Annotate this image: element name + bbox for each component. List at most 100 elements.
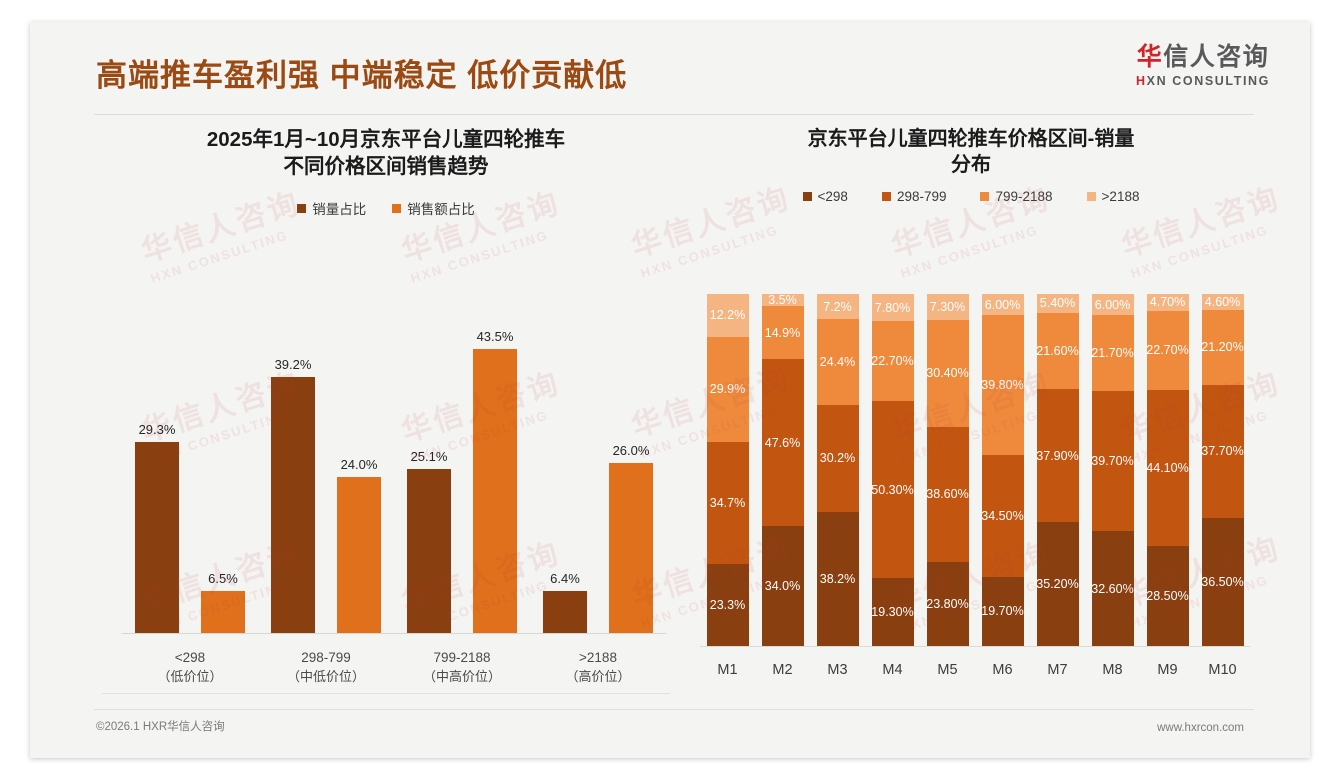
- left-chart-axis: [122, 633, 666, 634]
- segment-value-label: 30.40%: [926, 366, 969, 381]
- logo-cn-rest: 信人咨询: [1163, 43, 1270, 71]
- legend-item[interactable]: 799-2188: [980, 189, 1053, 204]
- stacked-bar-segment[interactable]: 35.20%: [1036, 522, 1079, 646]
- stacked-bar-segment[interactable]: 4.60%: [1201, 294, 1244, 311]
- stacked-bar-segment[interactable]: 12.2%: [706, 294, 749, 337]
- bar-column[interactable]: 43.5%: [473, 281, 517, 633]
- stacked-bar-segment[interactable]: 14.9%: [761, 306, 804, 359]
- stacked-bar-segment[interactable]: 6.00%: [1091, 294, 1134, 316]
- stacked-bar: 4.70% 22.70% 44.10% 28.50%: [1146, 294, 1189, 646]
- bar-rect[interactable]: [201, 590, 245, 633]
- bar-column[interactable]: 29.3%: [135, 281, 179, 633]
- stacked-bar-segment[interactable]: 4.70%: [1146, 294, 1189, 311]
- bar-rect[interactable]: [543, 591, 587, 633]
- stacked-bar-segment[interactable]: 7.80%: [871, 294, 914, 322]
- bar-rect[interactable]: [473, 349, 517, 633]
- stacked-bar-segment[interactable]: 19.30%: [871, 578, 914, 646]
- stacked-bar-segment[interactable]: 5.40%: [1036, 294, 1079, 313]
- bar-column[interactable]: 6.4%: [543, 281, 587, 633]
- stacked-bar-segment[interactable]: 22.70%: [871, 321, 914, 402]
- stacked-bar-segment[interactable]: 22.70%: [1146, 310, 1189, 391]
- legend-item[interactable]: 销售额占比: [392, 198, 475, 218]
- stacked-bar-segment[interactable]: 39.80%: [981, 315, 1024, 456]
- stacked-bar-segment[interactable]: 50.30%: [871, 401, 914, 579]
- legend-swatch-icon: [1086, 191, 1096, 201]
- stacked-bar-column[interactable]: 3.5% 14.9% 47.6% 34.0%: [755, 293, 810, 646]
- stacked-bar-segment[interactable]: 3.5%: [761, 293, 804, 308]
- stacked-bar-column[interactable]: 6.00% 21.70% 39.70% 32.60%: [1085, 294, 1140, 646]
- left-chart-plot: 29.3% 6.5% 39.2% 24.0% 25.1% 43.5% 6.4% 26.0% <…: [102, 276, 670, 694]
- stacked-bar-column[interactable]: 12.2% 29.9% 34.7% 23.3%: [700, 294, 755, 646]
- segment-value-label: 7.30%: [929, 299, 966, 314]
- stacked-bar-segment[interactable]: 24.4%: [816, 319, 859, 406]
- segment-value-label: 21.20%: [1201, 340, 1244, 355]
- stacked-bar-segment[interactable]: 34.7%: [706, 442, 749, 565]
- bar-rect[interactable]: [135, 441, 179, 633]
- right-chart-x-axis-labels: M1 M2 M3 M4 M5 M6 M7 M8 M9 M10: [700, 654, 1250, 690]
- segment-value-label: 39.70%: [1091, 454, 1134, 469]
- segment-value-label: 3.5%: [768, 293, 797, 308]
- bar-column[interactable]: 25.1%: [407, 281, 451, 633]
- stacked-bar-segment[interactable]: 44.10%: [1146, 390, 1189, 546]
- segment-value-label: 36.50%: [1201, 574, 1244, 589]
- stacked-bar-segment[interactable]: 21.60%: [1036, 312, 1079, 389]
- stacked-bar-column[interactable]: 5.40% 21.60% 37.90% 35.20%: [1030, 294, 1085, 646]
- stacked-bar-column[interactable]: 6.00% 39.80% 34.50% 19.70%: [975, 294, 1030, 646]
- bar-column[interactable]: 6.5%: [201, 281, 245, 633]
- logo-en-red-char: H: [1136, 73, 1147, 88]
- segment-value-label: 37.70%: [1201, 444, 1244, 459]
- stacked-bar-segment[interactable]: 37.70%: [1201, 384, 1244, 518]
- stacked-bar-segment[interactable]: 7.2%: [816, 294, 859, 320]
- stacked-bar-segment[interactable]: 23.80%: [926, 562, 969, 646]
- footer-website: www.hxrcon.com: [1157, 722, 1244, 734]
- legend-item[interactable]: 销量占比: [297, 198, 366, 218]
- legend-item[interactable]: 298-799: [881, 188, 947, 204]
- stacked-bar-segment[interactable]: 37.90%: [1036, 388, 1079, 523]
- stacked-bar-segment[interactable]: 30.40%: [926, 319, 969, 427]
- stacked-bar-column[interactable]: 4.70% 22.70% 44.10% 28.50%: [1140, 294, 1195, 646]
- stacked-bar-segment[interactable]: 21.20%: [1201, 310, 1244, 385]
- stacked-bar-segment[interactable]: 21.70%: [1091, 315, 1134, 392]
- bar-column[interactable]: 39.2%: [271, 281, 315, 633]
- x-axis-category: 799-2188 （中高价位）: [394, 640, 530, 692]
- segment-value-label: 39.80%: [981, 378, 1024, 393]
- stacked-bar-segment[interactable]: 30.2%: [816, 405, 859, 512]
- left-chart-x-axis-labels: <298 （低价位） 298-799 （中低价位） 799-2188 （中高价位） >218…: [122, 640, 666, 692]
- bar-rect[interactable]: [271, 377, 315, 633]
- bar-group: 39.2% 24.0%: [258, 281, 394, 633]
- segment-value-label: 12.2%: [709, 308, 746, 323]
- stacked-bar-segment[interactable]: 7.30%: [926, 294, 969, 320]
- legend-label: 销量占比: [312, 202, 367, 218]
- right-chart-axis: [700, 646, 1250, 647]
- segment-value-label: 4.70%: [1149, 295, 1186, 310]
- stacked-bar-segment[interactable]: 34.0%: [761, 526, 804, 646]
- stacked-bar-column[interactable]: 7.30% 30.40% 38.60% 23.80%: [920, 294, 975, 646]
- stacked-bar-segment[interactable]: 39.70%: [1091, 391, 1134, 532]
- stacked-bar-column[interactable]: 7.80% 22.70% 50.30% 19.30%: [865, 294, 920, 646]
- legend-item[interactable]: >2188: [1086, 189, 1139, 204]
- stacked-bar-segment[interactable]: 38.60%: [926, 426, 969, 563]
- stacked-bar-segment[interactable]: 36.50%: [1201, 517, 1244, 646]
- stacked-bar-column[interactable]: 7.2% 24.4% 30.2% 38.2%: [810, 294, 865, 646]
- stacked-bar-segment[interactable]: 19.70%: [981, 576, 1024, 646]
- stacked-bar-segment[interactable]: 28.50%: [1146, 545, 1189, 646]
- stacked-bar-segment[interactable]: 23.3%: [706, 564, 749, 646]
- legend-item[interactable]: <298: [802, 189, 848, 204]
- x-axis-category-main: 298-799: [301, 650, 351, 665]
- bar-column[interactable]: 26.0%: [609, 281, 653, 633]
- stacked-bar-segment[interactable]: 6.00%: [981, 294, 1024, 316]
- stacked-bar: 7.80% 22.70% 50.30% 19.30%: [871, 294, 914, 646]
- bar-rect[interactable]: [337, 476, 381, 633]
- segment-value-label: 23.3%: [709, 598, 746, 613]
- stacked-bar-segment[interactable]: 38.2%: [816, 511, 859, 646]
- stacked-bar-column[interactable]: 4.60% 21.20% 37.70% 36.50%: [1195, 294, 1250, 646]
- stacked-bar-segment[interactable]: 47.6%: [761, 358, 804, 527]
- bar-rect[interactable]: [407, 469, 451, 633]
- bar-column[interactable]: 24.0%: [337, 281, 381, 633]
- stacked-bar-segment[interactable]: 29.9%: [706, 336, 749, 443]
- stacked-bar-segment[interactable]: 32.60%: [1091, 531, 1134, 646]
- bar-rect[interactable]: [609, 463, 653, 633]
- legend-label: 298-799: [896, 188, 947, 204]
- stacked-bar-segment[interactable]: 34.50%: [981, 455, 1024, 577]
- right-chart-stacked-bars: 12.2% 29.9% 34.7% 23.3% 3.5% 14.9% 47.6% 34.0% 7…: [700, 293, 1250, 646]
